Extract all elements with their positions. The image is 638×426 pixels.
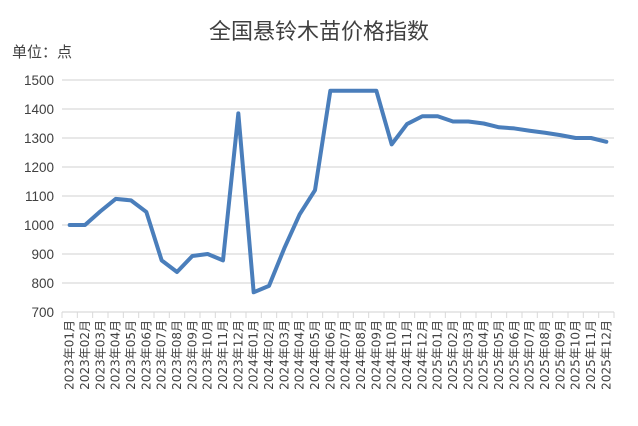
x-tick-label: 2024年04月 (293, 320, 307, 390)
x-tick-label: 2023年09月 (185, 320, 199, 390)
x-tick-label: 2023年12月 (231, 320, 245, 390)
x-tick-label: 2024年02月 (262, 320, 276, 390)
x-tick-label: 2024年10月 (385, 320, 399, 390)
x-tick-label: 2024年06月 (323, 320, 337, 390)
x-tick-label: 2025年01月 (431, 320, 445, 390)
x-tick-label: 2023年03月 (93, 320, 107, 390)
y-tick-label: 900 (31, 247, 54, 262)
x-tick-label: 2023年04月 (109, 320, 123, 390)
series-line (67, 88, 609, 295)
x-tick-label: 2023年02月 (78, 320, 92, 390)
x-tick-label: 2025年05月 (492, 320, 506, 390)
x-tick-label: 2023年05月 (124, 320, 138, 390)
x-tick-label: 2024年07月 (339, 320, 353, 390)
y-tick-label: 1300 (24, 131, 54, 146)
x-tick-label: 2024年11月 (400, 320, 414, 390)
x-tick-label: 2023年07月 (155, 320, 169, 390)
x-tick-label: 2024年09月 (369, 320, 383, 390)
y-tick-label: 700 (31, 305, 54, 320)
x-tick-label: 2025年03月 (461, 320, 475, 390)
x-tick-label: 2025年09月 (553, 320, 567, 390)
x-tick-label: 2025年02月 (446, 320, 460, 390)
x-tick-label: 2025年04月 (477, 320, 491, 390)
x-tick-label: 2023年10月 (201, 320, 215, 390)
x-tick-label: 2024年08月 (354, 320, 368, 390)
x-tick-label: 2025年07月 (523, 320, 537, 390)
x-tick-label: 2023年08月 (170, 320, 184, 390)
x-tick-label: 2023年06月 (139, 320, 153, 390)
x-tick-label: 2025年10月 (569, 320, 583, 390)
y-tick-label: 1000 (24, 218, 54, 233)
x-tick-label: 2024年01月 (247, 320, 261, 390)
chart-title: 全国悬铃木苗价格指数 (208, 20, 429, 45)
y-tick-label: 1400 (24, 102, 54, 117)
y-tick-label: 1200 (24, 160, 54, 175)
y-tick-label: 1500 (24, 73, 54, 88)
x-tick-label: 2023年11月 (216, 320, 230, 390)
y-tick-label: 1100 (25, 189, 54, 204)
x-tick-label: 2023年01月 (63, 320, 77, 390)
x-tick-label: 2024年05月 (308, 320, 322, 390)
x-tick-label: 2025年06月 (507, 320, 521, 390)
x-tick-label: 2024年03月 (277, 320, 291, 390)
x-tick-label: 2025年11月 (584, 320, 598, 390)
y-axis-label: 单位：点 (12, 43, 73, 61)
x-tick-label: 2025年08月 (538, 320, 552, 390)
y-tick-label: 800 (31, 276, 54, 291)
x-tick-label: 2024年12月 (415, 320, 429, 390)
x-tick-label: 2025年12月 (599, 320, 613, 390)
